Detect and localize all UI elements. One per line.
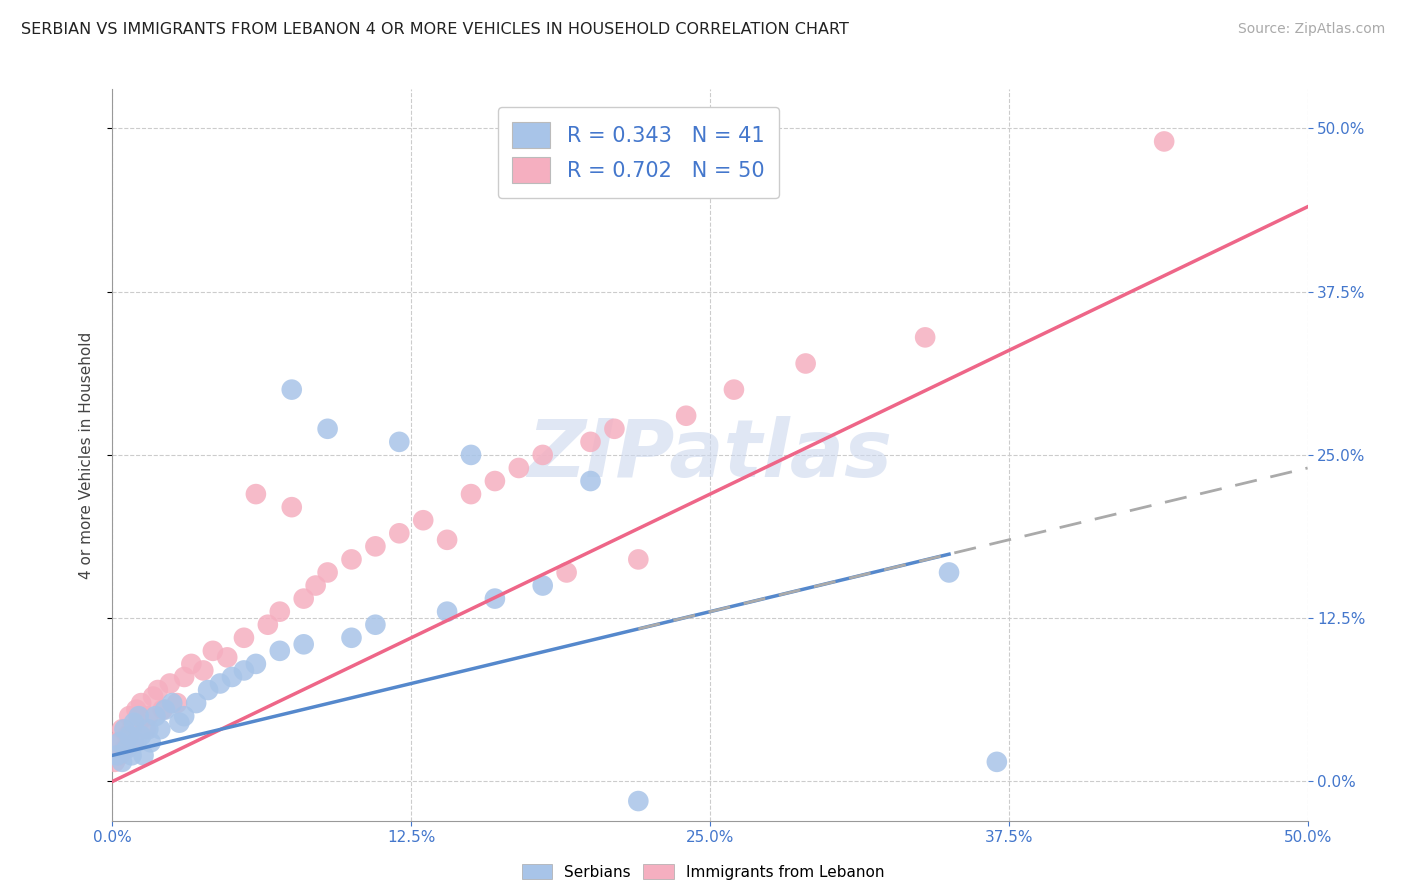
Point <box>115 729 138 743</box>
Point <box>166 696 188 710</box>
Point <box>209 676 232 690</box>
Point <box>460 487 482 501</box>
Point <box>128 715 150 730</box>
Point <box>105 748 128 763</box>
Point <box>108 735 131 749</box>
Point <box>555 566 578 580</box>
Point <box>135 723 157 737</box>
Point <box>531 578 554 592</box>
Point <box>118 729 141 743</box>
Point <box>145 709 167 723</box>
Point <box>125 735 148 749</box>
Legend: Serbians, Immigrants from Lebanon: Serbians, Immigrants from Lebanon <box>517 859 889 884</box>
Point <box>269 605 291 619</box>
Point <box>142 690 165 704</box>
Point <box>1153 135 1175 149</box>
Point <box>129 729 152 743</box>
Point <box>233 664 256 678</box>
Point <box>114 741 135 756</box>
Point <box>122 735 145 749</box>
Point <box>153 703 176 717</box>
Point <box>138 709 160 723</box>
Point <box>436 533 458 547</box>
Point <box>316 566 339 580</box>
Point <box>579 474 602 488</box>
Point <box>460 448 482 462</box>
Point <box>305 578 328 592</box>
Point <box>233 631 256 645</box>
Point <box>121 748 143 763</box>
Point <box>292 591 315 606</box>
Point <box>104 755 127 769</box>
Point <box>579 434 602 449</box>
Point <box>508 461 530 475</box>
Y-axis label: 4 or more Vehicles in Household: 4 or more Vehicles in Household <box>79 331 94 579</box>
Point <box>169 715 191 730</box>
Point <box>114 723 135 737</box>
Point <box>794 356 817 371</box>
Point <box>173 709 195 723</box>
Point <box>364 539 387 553</box>
Point <box>115 741 138 756</box>
Point <box>986 755 1008 769</box>
Point <box>111 723 134 737</box>
Point <box>197 683 219 698</box>
Point <box>221 670 243 684</box>
Point <box>118 709 141 723</box>
Point <box>316 422 339 436</box>
Point <box>245 657 267 671</box>
Point <box>627 552 650 566</box>
Point <box>388 526 411 541</box>
Point <box>128 709 150 723</box>
Text: SERBIAN VS IMMIGRANTS FROM LEBANON 4 OR MORE VEHICLES IN HOUSEHOLD CORRELATION C: SERBIAN VS IMMIGRANTS FROM LEBANON 4 OR … <box>21 22 849 37</box>
Text: ZIPatlas: ZIPatlas <box>527 416 893 494</box>
Point <box>162 696 183 710</box>
Point <box>364 617 387 632</box>
Point <box>723 383 745 397</box>
Point <box>627 794 650 808</box>
Point <box>217 650 239 665</box>
Text: Source: ZipAtlas.com: Source: ZipAtlas.com <box>1237 22 1385 37</box>
Point <box>292 637 315 651</box>
Point <box>340 552 363 566</box>
Point <box>281 383 304 397</box>
Point <box>914 330 936 344</box>
Point <box>340 631 363 645</box>
Point <box>149 723 172 737</box>
Point <box>152 703 174 717</box>
Point <box>105 735 128 749</box>
Point <box>125 703 148 717</box>
Point <box>436 605 458 619</box>
Point <box>938 566 960 580</box>
Point <box>139 735 162 749</box>
Point <box>484 474 506 488</box>
Point <box>121 723 143 737</box>
Point <box>245 487 267 501</box>
Point <box>129 696 152 710</box>
Point <box>180 657 202 671</box>
Point <box>108 748 131 763</box>
Point <box>281 500 304 515</box>
Point <box>186 696 208 710</box>
Point <box>412 513 434 527</box>
Point <box>193 664 215 678</box>
Point <box>138 723 160 737</box>
Point <box>603 422 626 436</box>
Point <box>484 591 506 606</box>
Point <box>111 755 134 769</box>
Point <box>173 670 195 684</box>
Point <box>675 409 697 423</box>
Legend: R = 0.343   N = 41, R = 0.702   N = 50: R = 0.343 N = 41, R = 0.702 N = 50 <box>498 107 779 198</box>
Point <box>257 617 280 632</box>
Point <box>132 748 155 763</box>
Point <box>531 448 554 462</box>
Point <box>201 644 224 658</box>
Point <box>146 683 169 698</box>
Point <box>388 434 411 449</box>
Point <box>122 715 145 730</box>
Point <box>159 676 181 690</box>
Point <box>269 644 291 658</box>
